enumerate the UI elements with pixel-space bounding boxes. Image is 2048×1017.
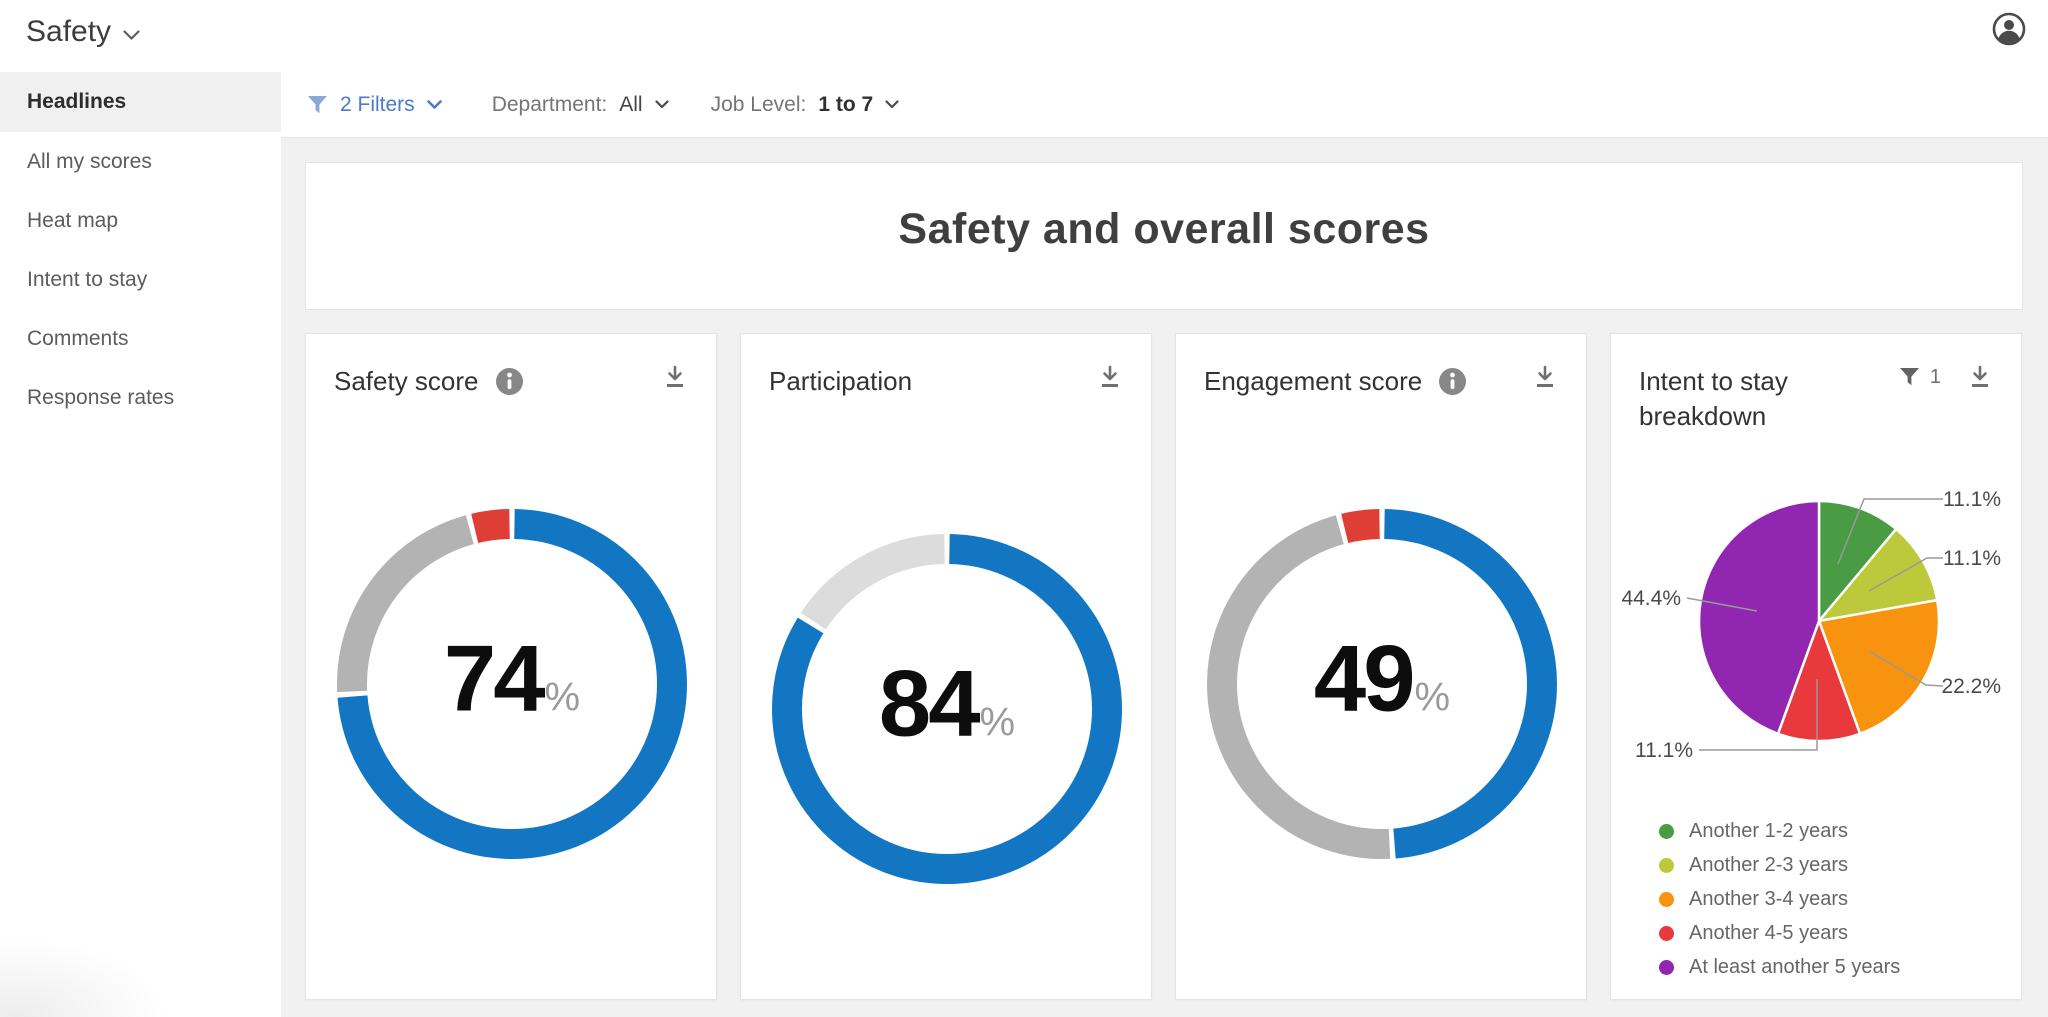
score-value: 84% — [879, 650, 1015, 758]
legend-item: Another 4-5 years — [1659, 916, 1900, 950]
pie-legend: Another 1-2 years Another 2-3 years Anot… — [1659, 814, 1900, 984]
pie-percent-label: 44.4% — [1621, 587, 1681, 610]
engagement-score-card: Engagement score 49% — [1175, 333, 1587, 1000]
info-icon[interactable] — [1438, 367, 1467, 396]
page-title: Safety — [26, 15, 112, 48]
chevron-down-icon — [885, 100, 899, 109]
sidebar-item-response-rates[interactable]: Response rates — [27, 385, 175, 409]
job-level-label: Job Level: — [710, 92, 807, 116]
percent-sign: % — [1414, 675, 1451, 720]
score-cards-row: Safety score 74% Participation — [305, 333, 2023, 1000]
card-header: Safety score — [334, 364, 688, 399]
sidebar-item-comments[interactable]: Comments — [27, 326, 129, 350]
card-title: Intent to stay breakdown — [1639, 366, 1788, 432]
card-header: Participation — [769, 364, 1123, 399]
score-value: 74% — [444, 625, 580, 733]
percent-sign: % — [544, 675, 581, 720]
chevron-down-icon — [654, 100, 669, 109]
report-title: Safety and overall scores — [898, 204, 1430, 253]
intent-to-stay-breakdown-card: Intent to stay breakdown 1 11.1% 11.1% 22.… — [1610, 333, 2022, 1000]
card-header: Intent to stay breakdown 1 — [1639, 364, 1993, 434]
pie-percent-label: 11.1% — [1635, 739, 1693, 762]
legend-dot — [1659, 925, 1674, 941]
filter-bar: 2 Filters Department: All Job Level: 1 t… — [281, 72, 2048, 138]
download-icon[interactable] — [662, 364, 688, 390]
legend-dot — [1659, 891, 1674, 907]
card-title: Safety score — [334, 364, 524, 399]
engagement-score-donut-chart — [1207, 509, 1557, 859]
download-icon[interactable] — [1097, 364, 1123, 390]
sidebar: Headlines All my scores Heat map Intent … — [0, 72, 281, 1017]
survey-title-dropdown[interactable]: Safety — [26, 15, 140, 49]
sidebar-item-intent-to-stay[interactable]: Intent to stay — [27, 267, 148, 291]
percent-sign: % — [979, 700, 1016, 745]
job-level-filter[interactable]: Job Level: 1 to 7 — [711, 93, 900, 117]
pie-slice — [1776, 619, 1862, 743]
card-title: Participation — [769, 366, 913, 396]
sidebar-item-headlines[interactable]: Headlines — [0, 72, 281, 132]
corner-shadow — [0, 937, 170, 1017]
filter-funnel-icon — [308, 95, 327, 113]
dashboard-scroll-area[interactable]: Safety and overall scores Safety score 7… — [281, 138, 2048, 1017]
pie-percent-label: 11.1% — [1943, 547, 2001, 570]
legend-item: Another 2-3 years — [1659, 848, 1900, 882]
top-bar: Safety — [0, 0, 2048, 72]
filters-dropdown[interactable]: 2 Filters — [307, 93, 442, 117]
download-icon[interactable] — [1967, 364, 1993, 390]
chevron-down-icon — [426, 99, 442, 109]
main-content: 2 Filters Department: All Job Level: 1 t… — [281, 72, 2048, 1017]
intent-to-stay-pie-chart: 11.1% 11.1% 22.2% 11.1% 44.4% — [1621, 488, 2001, 762]
participation-card: Participation 84% — [740, 333, 1152, 1000]
user-avatar-icon[interactable] — [1992, 12, 2026, 46]
card-title: Engagement score — [1204, 364, 1467, 399]
card-filter-count: 1 — [1929, 365, 1941, 388]
department-label: Department: — [491, 92, 608, 116]
legend-item: At least another 5 years — [1659, 950, 1900, 984]
legend-item: Another 3-4 years — [1659, 882, 1900, 916]
filters-label: 2 Filters — [340, 92, 415, 116]
legend-dot — [1659, 959, 1674, 975]
job-level-value: 1 to 7 — [818, 92, 874, 116]
score-number: 74 — [443, 625, 546, 731]
report-header-card: Safety and overall scores — [305, 162, 2023, 310]
score-value: 49% — [1314, 625, 1450, 733]
pie-percent-label: 11.1% — [1943, 488, 2001, 511]
score-number: 84 — [878, 650, 981, 756]
info-icon[interactable] — [495, 367, 524, 396]
chevron-down-icon — [123, 29, 140, 40]
legend-dot — [1659, 823, 1674, 839]
safety-score-donut-chart — [337, 509, 687, 859]
department-value: All — [619, 92, 643, 116]
sidebar-item-heat-map[interactable]: Heat map — [27, 208, 119, 232]
score-number: 49 — [1313, 625, 1416, 731]
card-header: Engagement score — [1204, 364, 1558, 399]
pie-percent-label: 22.2% — [1941, 675, 2001, 698]
legend-dot — [1659, 857, 1674, 873]
legend-item: Another 1-2 years — [1659, 814, 1900, 848]
department-filter[interactable]: Department: All — [492, 93, 669, 117]
card-filter-icon[interactable] — [1899, 367, 1920, 387]
safety-score-card: Safety score 74% — [305, 333, 717, 1000]
participation-donut-chart — [772, 534, 1122, 884]
sidebar-item-all-my-scores[interactable]: All my scores — [27, 149, 152, 173]
download-icon[interactable] — [1532, 364, 1558, 390]
